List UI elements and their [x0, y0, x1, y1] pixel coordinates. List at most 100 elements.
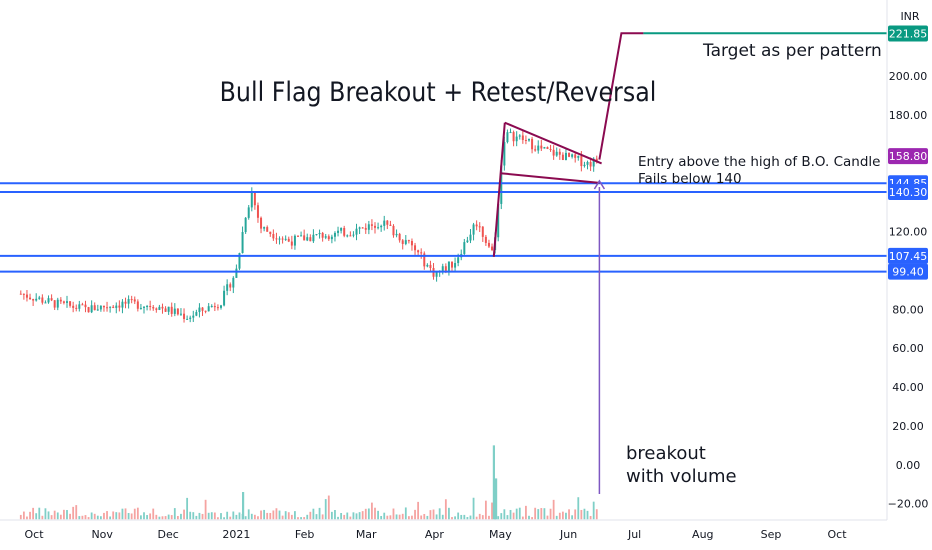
volume-bar — [537, 509, 540, 520]
candle-body — [306, 237, 309, 241]
candle-body — [38, 297, 41, 299]
candle-body — [321, 232, 324, 238]
time-tick-label: Aug — [692, 528, 713, 541]
candle-body — [475, 224, 478, 227]
volume-bar — [361, 511, 364, 520]
volume-bar — [432, 509, 435, 520]
candle-body — [29, 297, 32, 300]
candle-body — [179, 313, 182, 315]
volume-bar — [309, 511, 312, 520]
candle-body — [213, 306, 216, 308]
volume-bar — [444, 499, 447, 520]
volume-bar — [540, 508, 543, 520]
time-axis[interactable]: Oct Nov Dec 2021 Feb Mar Apr May Jun Jul Aug Sep Oct — [24, 528, 847, 541]
volume-bar — [136, 507, 139, 520]
level-badge — [888, 247, 928, 264]
candle-body — [232, 277, 235, 288]
candle-body — [96, 309, 99, 311]
candle-body — [19, 293, 22, 295]
candle-body — [521, 135, 524, 140]
candle-body — [133, 299, 136, 302]
volume-annotation-line1: breakout — [626, 443, 706, 464]
time-tick-label: Mar — [356, 528, 377, 541]
volume-bar — [56, 512, 59, 520]
candle-body — [198, 307, 201, 313]
currency-label: INR — [900, 10, 919, 23]
volume-bar — [235, 514, 238, 520]
candle-body — [506, 132, 509, 143]
candle-body — [429, 264, 432, 269]
time-tick-label: Jul — [627, 528, 641, 541]
volume-bar — [103, 512, 105, 520]
volume-bar — [133, 508, 136, 520]
price-tick-label: 180.00 — [889, 109, 928, 122]
volume-bar — [81, 515, 84, 520]
candle-body — [41, 297, 44, 303]
volume-bar — [183, 509, 185, 520]
candle-body — [109, 306, 112, 308]
volume-bar — [491, 502, 493, 520]
volume-bar — [290, 514, 293, 520]
candle-body — [130, 299, 133, 301]
volume-bar — [226, 511, 229, 520]
volume-bar — [558, 512, 561, 520]
volume-bar — [568, 509, 570, 520]
candle-body — [423, 253, 426, 267]
candle-body — [364, 227, 367, 230]
volume-bar — [284, 511, 287, 520]
candle-body — [377, 227, 380, 229]
candle-body — [589, 161, 592, 167]
candle-body — [47, 298, 50, 303]
volume-bar — [343, 514, 346, 520]
volume-bar — [158, 516, 161, 520]
volume-bar — [93, 513, 96, 520]
candle-body — [564, 152, 567, 161]
candle-body — [337, 230, 340, 233]
candle-body — [250, 192, 253, 208]
volume-bar — [275, 508, 278, 520]
volume-bar — [186, 497, 189, 520]
volume-bar — [192, 512, 195, 520]
volume-bars — [19, 445, 598, 520]
volume-bar — [294, 511, 296, 520]
volume-bar — [528, 515, 530, 520]
volume-bar — [478, 513, 481, 520]
candle-body — [355, 228, 358, 235]
candle-body — [487, 242, 490, 247]
candlesticks — [19, 128, 598, 323]
candle-body — [466, 240, 469, 243]
volume-bar — [130, 513, 133, 520]
candle-body — [367, 224, 370, 230]
time-tick-label: Apr — [425, 528, 445, 541]
volume-bar — [571, 515, 574, 520]
volume-bar — [404, 507, 407, 520]
candle-body — [75, 307, 78, 309]
candle-body — [90, 305, 93, 313]
volume-bar — [423, 513, 426, 520]
candle-body — [158, 306, 161, 310]
volume-bar — [50, 515, 53, 520]
candle-body — [577, 156, 580, 158]
volume-bar — [371, 502, 373, 520]
candle-body — [497, 203, 500, 238]
volume-bar — [555, 515, 558, 520]
candle-body — [284, 238, 287, 240]
volume-bar — [497, 516, 500, 520]
price-tick-label: 0.00 — [896, 459, 921, 472]
candle-body — [352, 234, 355, 236]
volume-bar — [438, 508, 441, 520]
level-badge-label: 107.45 — [889, 250, 928, 263]
candle-body — [380, 225, 383, 228]
candle-body — [595, 158, 598, 162]
volume-bar — [472, 497, 475, 520]
volume-bar — [374, 507, 376, 520]
candle-body — [534, 149, 537, 151]
candle-body — [272, 233, 275, 239]
candle-body — [115, 305, 118, 308]
volume-bar — [238, 512, 241, 520]
candle-body — [189, 317, 192, 319]
volume-bar — [383, 512, 386, 520]
volume-bar — [518, 507, 521, 520]
candle-body — [463, 242, 466, 254]
